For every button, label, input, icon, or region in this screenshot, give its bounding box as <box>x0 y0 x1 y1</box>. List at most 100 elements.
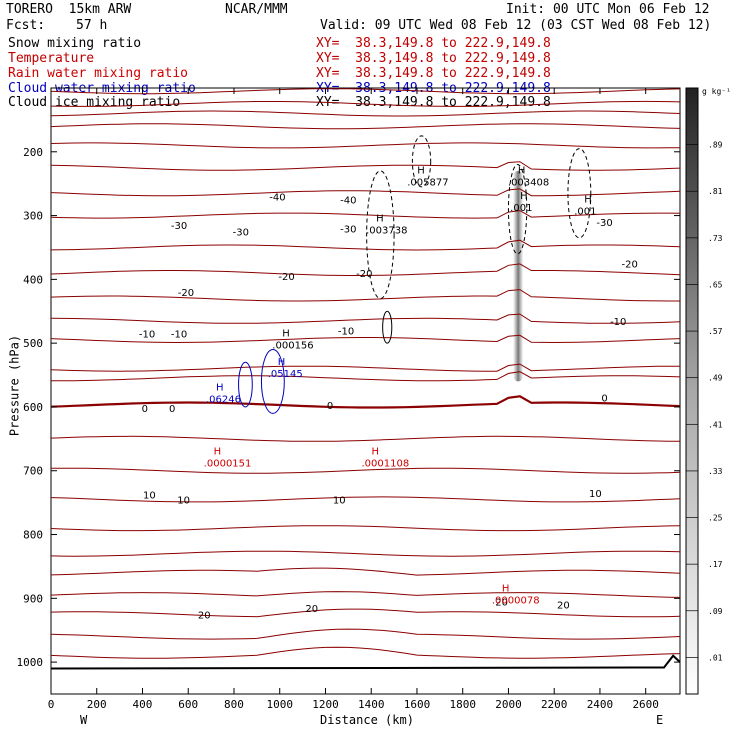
y-tick-label: 1000 <box>17 656 44 669</box>
temperature-contour <box>51 88 680 95</box>
maximum-marker-h: H <box>214 446 222 457</box>
freezing-level-contour <box>51 395 680 409</box>
temperature-contour-label: -30 <box>596 218 612 229</box>
temperature-contour <box>51 371 680 382</box>
legend-temperature: Temperature <box>8 51 95 66</box>
temperature-contour <box>51 646 680 659</box>
temperature-contour-label: -20 <box>178 288 194 299</box>
temperature-contour <box>51 608 680 618</box>
forecast-label: Fcst: <box>6 18 46 33</box>
temperature-contour <box>51 591 680 598</box>
y-tick-label: 600 <box>23 401 43 414</box>
maximum-marker-h: H <box>417 166 425 177</box>
snow-contour <box>567 148 592 239</box>
x-tick-label: 1000 <box>266 698 293 711</box>
maximum-value-label: .001 <box>510 203 532 214</box>
colorbar-unit: g kg⁻¹ <box>702 87 731 96</box>
x-axis-west-label: W <box>80 713 88 727</box>
temperature-contour-label: 20 <box>305 604 318 615</box>
colorbar-label: .57 <box>708 327 723 336</box>
temperature-contour-label: -10 <box>610 317 626 328</box>
x-tick-label: 1600 <box>404 698 431 711</box>
maximum-marker-h: H <box>502 584 510 595</box>
temperature-contour-label: 0 <box>169 404 175 415</box>
temperature-contour-label: -10 <box>338 326 354 337</box>
ice-contour <box>382 310 393 344</box>
temperature-contour <box>51 188 680 197</box>
center-name: NCAR/MMM <box>225 2 288 17</box>
temperature-contour-label: -20 <box>278 272 294 283</box>
temperature-contour-label: 20 <box>495 598 508 609</box>
temperature-contour-label: 10 <box>177 495 190 506</box>
temperature-contour <box>51 210 680 219</box>
maximum-value-label: .05145 <box>268 369 303 380</box>
temperature-contour-label: -20 <box>622 259 638 270</box>
maximum-marker-h: H <box>520 191 528 202</box>
maximum-value-label: .06246 <box>206 395 241 406</box>
y-tick-label: 300 <box>23 210 43 223</box>
terrain-line <box>51 654 680 670</box>
y-axis-title: Pressure (hPa) <box>7 334 22 437</box>
colorbar-label: .49 <box>708 374 723 383</box>
x-tick-label: 200 <box>87 698 107 711</box>
temperature-contour <box>51 123 680 130</box>
legend-rain: Rain water mixing ratio <box>8 66 189 81</box>
cloud-water-contour <box>260 349 285 414</box>
temperature-contour <box>51 525 680 532</box>
snow-shading-column <box>513 170 524 382</box>
colorbar-label: .17 <box>708 560 723 569</box>
temperature-contour-label: -30 <box>340 224 356 235</box>
x-tick-label: 400 <box>133 698 153 711</box>
temperature-contour-label: 0 <box>142 404 148 415</box>
x-tick-label: 1800 <box>449 698 476 711</box>
temperature-contour-label: -30 <box>171 221 187 232</box>
colorbar-label: .65 <box>708 280 723 289</box>
colorbar-label: .89 <box>708 141 723 150</box>
temperature-contour <box>51 550 680 557</box>
maximum-value-label: .0000151 <box>204 458 252 469</box>
colorbar-label: .09 <box>708 607 723 616</box>
legend-snow-xy: XY= 38.3,149.8 to 222.9,149.8 <box>316 36 551 51</box>
y-tick-label: 900 <box>23 592 43 605</box>
temperature-contour <box>51 100 680 107</box>
snow-contour <box>411 135 432 188</box>
colorbar-bar <box>685 87 699 695</box>
maximum-marker-h: H <box>518 166 526 177</box>
legend-rain-xy: XY= 38.3,149.8 to 222.9,149.8 <box>316 66 551 81</box>
maximum-value-label: .0001108 <box>362 458 410 469</box>
temperature-contour-label: 10 <box>143 490 156 501</box>
maximum-marker-h: H <box>282 328 290 339</box>
colorbar-label: .41 <box>708 420 723 429</box>
maximum-marker-h: H <box>372 446 380 457</box>
temperature-contour-label: -40 <box>269 192 285 203</box>
temperature-contour-label: 20 <box>557 601 570 612</box>
maximum-value-label: .000156 <box>272 340 313 351</box>
maximum-marker-h: H <box>278 357 286 368</box>
x-axis-east-label: E <box>656 713 664 727</box>
maximum-value-label: .003408 <box>508 178 549 189</box>
temperature-contour <box>51 496 680 503</box>
maximum-marker-h: H <box>584 194 592 205</box>
y-tick-label: 800 <box>23 529 43 542</box>
maximum-value-label: .005877 <box>407 178 448 189</box>
forecast-hours: 57 h <box>76 18 108 33</box>
x-tick-label: 0 <box>48 698 55 711</box>
valid-time: Valid: 09 UTC Wed 08 Feb 12 (03 CST Wed … <box>320 18 712 33</box>
x-tick-label: 2400 <box>587 698 614 711</box>
colorbar-label: .01 <box>708 653 723 662</box>
temperature-contour-label: -40 <box>340 196 356 207</box>
legend-snow: Snow mixing ratio <box>8 36 142 51</box>
temperature-contour-label: 0 <box>327 401 333 412</box>
colorbar-label: .81 <box>708 187 723 196</box>
x-tick-label: 2600 <box>632 698 659 711</box>
temperature-contour-label: -10 <box>171 330 187 341</box>
temperature-contour-label: 20 <box>198 610 211 621</box>
x-tick-label: 1400 <box>358 698 385 711</box>
maximum-marker-h: H <box>376 214 384 225</box>
init-time: Init: 00 UTC Mon 06 Feb 12 <box>506 2 710 17</box>
y-tick-label: 200 <box>23 146 43 159</box>
model-name: TORERO 15km ARW <box>6 2 132 17</box>
temperature-contour <box>51 289 680 302</box>
temperature-contour <box>51 567 680 576</box>
temperature-contour <box>51 435 680 442</box>
